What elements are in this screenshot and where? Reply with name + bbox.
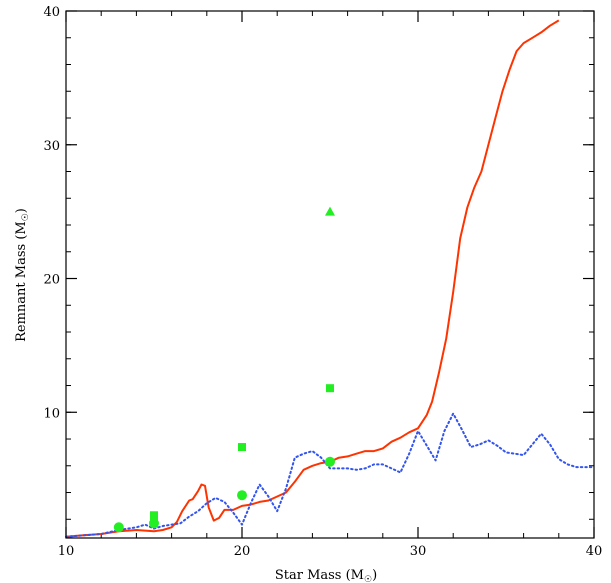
y-axis-title: Remnant Mass (M☉) (14, 208, 31, 342)
circle-marker (237, 490, 247, 501)
circle-marker (325, 456, 335, 467)
series-line-2 (65, 412, 595, 538)
x-tick-label: 10 (58, 544, 75, 559)
circle-marker (113, 522, 124, 533)
x-tick-label: 30 (410, 544, 427, 559)
x-tick-label: 20 (234, 544, 251, 559)
triangle-marker (325, 206, 335, 216)
square-marker (150, 511, 158, 520)
square-marker (326, 384, 334, 393)
y-tick-label: 20 (43, 273, 60, 288)
y-tick-label: 10 (43, 406, 60, 421)
y-tick-label: 40 (43, 5, 60, 20)
x-axis-title: Star Mass (M☉) (275, 568, 377, 583)
x-tick-label: 40 (586, 544, 603, 559)
plot-frame (65, 10, 595, 539)
series-line-1 (65, 19, 560, 538)
marker-layer (113, 206, 335, 533)
tick-labels: 10 20 30 40 10 20 30 40 (43, 5, 602, 559)
y-tick-label: 30 (43, 139, 60, 154)
square-marker (238, 443, 246, 452)
square-marker (150, 516, 158, 525)
